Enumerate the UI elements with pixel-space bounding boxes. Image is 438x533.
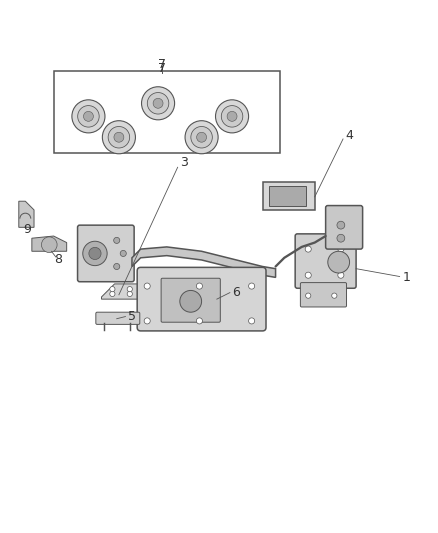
FancyBboxPatch shape — [300, 282, 346, 307]
Circle shape — [114, 237, 120, 244]
Circle shape — [337, 221, 345, 229]
Circle shape — [110, 292, 115, 296]
Text: 9: 9 — [24, 223, 32, 236]
Circle shape — [196, 318, 202, 324]
Circle shape — [144, 283, 150, 289]
Circle shape — [197, 132, 207, 142]
Circle shape — [127, 287, 132, 292]
Circle shape — [338, 272, 344, 278]
Circle shape — [191, 126, 212, 148]
Circle shape — [328, 251, 350, 273]
Circle shape — [196, 283, 202, 289]
FancyBboxPatch shape — [269, 185, 306, 206]
Circle shape — [332, 293, 337, 298]
FancyBboxPatch shape — [137, 268, 266, 331]
Circle shape — [185, 120, 218, 154]
Bar — [53, 71, 280, 154]
Circle shape — [147, 93, 169, 114]
Text: 7: 7 — [159, 58, 166, 70]
Circle shape — [221, 106, 243, 127]
Circle shape — [215, 100, 249, 133]
Text: 4: 4 — [346, 130, 353, 142]
Circle shape — [127, 292, 132, 296]
Circle shape — [153, 98, 163, 108]
Text: 5: 5 — [128, 310, 136, 323]
FancyBboxPatch shape — [161, 278, 220, 322]
Text: 8: 8 — [54, 254, 62, 266]
Circle shape — [338, 246, 344, 252]
Circle shape — [144, 318, 150, 324]
Circle shape — [83, 241, 107, 265]
Text: 1: 1 — [402, 271, 410, 284]
Polygon shape — [32, 236, 67, 251]
Circle shape — [110, 287, 115, 292]
Circle shape — [114, 263, 120, 270]
Circle shape — [102, 120, 135, 154]
Circle shape — [305, 272, 311, 278]
Circle shape — [305, 246, 311, 252]
Polygon shape — [132, 247, 276, 277]
Circle shape — [114, 132, 124, 142]
Circle shape — [227, 111, 237, 122]
Circle shape — [84, 111, 93, 122]
FancyBboxPatch shape — [78, 225, 134, 282]
Circle shape — [180, 290, 201, 312]
Circle shape — [141, 87, 175, 120]
Text: 6: 6 — [233, 286, 240, 299]
FancyBboxPatch shape — [325, 206, 363, 249]
Circle shape — [337, 235, 345, 242]
Circle shape — [42, 237, 57, 253]
Text: 3: 3 — [180, 156, 188, 168]
FancyBboxPatch shape — [96, 312, 140, 325]
Circle shape — [72, 100, 105, 133]
Circle shape — [120, 251, 126, 256]
Circle shape — [306, 293, 311, 298]
Text: 7: 7 — [159, 62, 166, 75]
Circle shape — [249, 318, 254, 324]
FancyBboxPatch shape — [295, 234, 356, 288]
Circle shape — [249, 283, 254, 289]
Circle shape — [78, 106, 99, 127]
Polygon shape — [19, 201, 34, 228]
Circle shape — [89, 247, 101, 260]
Circle shape — [108, 126, 130, 148]
FancyBboxPatch shape — [262, 182, 315, 210]
Polygon shape — [102, 284, 141, 299]
